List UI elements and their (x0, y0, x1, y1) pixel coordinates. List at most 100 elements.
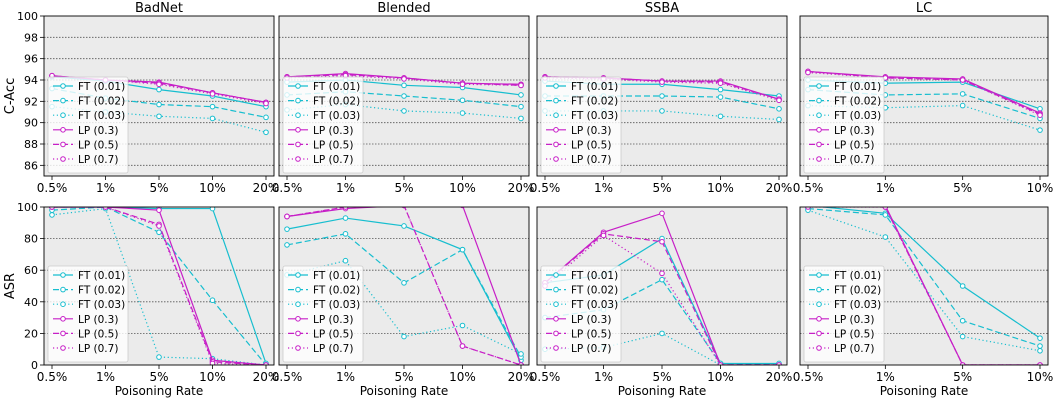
x-tick-label: 1% (876, 370, 895, 384)
legend-marker (295, 316, 301, 322)
legend-label: LP (0.3) (78, 314, 118, 326)
x-tick-label: 10% (449, 370, 476, 384)
data-point (401, 108, 407, 114)
legend-marker (295, 272, 301, 278)
legend-label: LP (0.5) (78, 328, 118, 340)
legend-marker (816, 301, 822, 308)
data-point (882, 212, 889, 218)
data-point (209, 91, 216, 97)
data-point (659, 330, 665, 337)
data-point (284, 226, 290, 232)
data-point (882, 207, 889, 210)
legend: FT (0.01) FT (0.02) FT (0.03) LP (0.3) LP (0… (282, 265, 364, 363)
legend-marker (816, 141, 822, 148)
data-point (959, 362, 966, 365)
data-point (659, 270, 665, 277)
panel-frame (799, 15, 1049, 177)
data-point (659, 79, 665, 85)
panel-title: SSBA (645, 1, 679, 16)
legend-marker (816, 112, 822, 118)
legend-label: LP (0.7) (78, 343, 118, 355)
legend-marker (553, 301, 559, 308)
legend-marker (816, 97, 822, 104)
series-group (284, 207, 524, 365)
panel-frame (536, 15, 788, 177)
data-point (401, 333, 407, 340)
data-point (209, 207, 216, 212)
legend-marker (60, 345, 66, 351)
y-tick-label: 96 (24, 53, 38, 66)
x-tick-label: 10% (1027, 181, 1053, 195)
data-point (805, 207, 811, 210)
data-point (659, 276, 665, 283)
legend-marker (553, 156, 559, 162)
data-point (459, 322, 466, 329)
legend-label: FT (0.01) (571, 81, 618, 93)
data-point (401, 93, 407, 99)
x-tick-label: 1% (96, 181, 115, 195)
data-point (263, 129, 269, 136)
legend-marker (60, 83, 66, 89)
data-point (1037, 127, 1043, 133)
legend-label: LP (0.3) (78, 125, 118, 137)
legend-marker (60, 127, 66, 133)
chart-panel-0: 86 88 90 92 94 96 98 100 0.5% 1% 5% 10% 20% BadNet C-A… (3, 1, 279, 195)
legend-label: FT (0.02) (313, 285, 360, 297)
legend-marker (816, 286, 822, 293)
data-point (518, 82, 524, 89)
data-point (1037, 112, 1043, 118)
legend-label: FT (0.03) (834, 299, 881, 311)
x-tick-label: 0.5% (793, 181, 824, 195)
y-tick-label: 98 (24, 31, 38, 44)
legend-label: FT (0.01) (834, 81, 881, 93)
data-point (209, 360, 216, 365)
data-point (401, 76, 407, 82)
legend-label: LP (0.5) (834, 328, 874, 340)
x-tick-label: 1% (336, 181, 355, 195)
legend-label: LP (0.3) (834, 314, 874, 326)
y-tick-label: 86 (24, 159, 38, 172)
data-point (401, 223, 407, 229)
legend-label: LP (0.5) (78, 139, 118, 151)
data-point (717, 94, 724, 100)
x-tick-label: 5% (652, 370, 671, 384)
series-line-6 (807, 71, 1041, 116)
chart-panel-4: 0 20 40 60 80 100 0.5% 1% 5% 10% 20% Poisoning Rate… (3, 201, 279, 398)
legend-marker (60, 330, 66, 337)
x-tick-label: 10% (199, 370, 226, 384)
data-point (1037, 335, 1043, 341)
legend-marker (295, 301, 301, 308)
data-point (959, 77, 966, 83)
legend-label: FT (0.01) (78, 81, 125, 93)
data-point (263, 100, 269, 107)
x-tick-label: 0.5% (37, 370, 68, 384)
x-axis-label: Poisoning Rate (115, 384, 204, 398)
legend-label: FT (0.02) (313, 96, 360, 108)
data-point (284, 213, 290, 220)
legend-label: FT (0.01) (834, 270, 881, 282)
legend-label: LP (0.7) (78, 154, 118, 166)
data-point (717, 80, 724, 86)
data-point (776, 116, 782, 123)
y-tick-label: 20 (24, 327, 38, 340)
data-point (156, 86, 162, 93)
data-point (776, 106, 782, 112)
data-point (659, 108, 665, 114)
data-point (156, 81, 162, 88)
legend-label: FT (0.01) (313, 81, 360, 93)
legend-marker (816, 127, 822, 133)
panel-frame (43, 15, 275, 177)
series-group (805, 207, 1043, 365)
legend-marker (295, 141, 301, 148)
series-line-2 (807, 207, 1041, 347)
legend-label: FT (0.01) (571, 270, 618, 282)
legend-label: LP (0.5) (834, 139, 874, 151)
panel-title: BadNet (135, 1, 183, 16)
legend: FT (0.01) FT (0.02) FT (0.03) LP (0.3) LP (0… (47, 76, 129, 174)
y-axis-label: C-Acc (3, 78, 18, 114)
data-point (518, 92, 524, 98)
x-tick-label: 0.5% (530, 181, 561, 195)
x-tick-label: 0.5% (272, 181, 303, 195)
series-line-5 (855, 207, 1040, 365)
